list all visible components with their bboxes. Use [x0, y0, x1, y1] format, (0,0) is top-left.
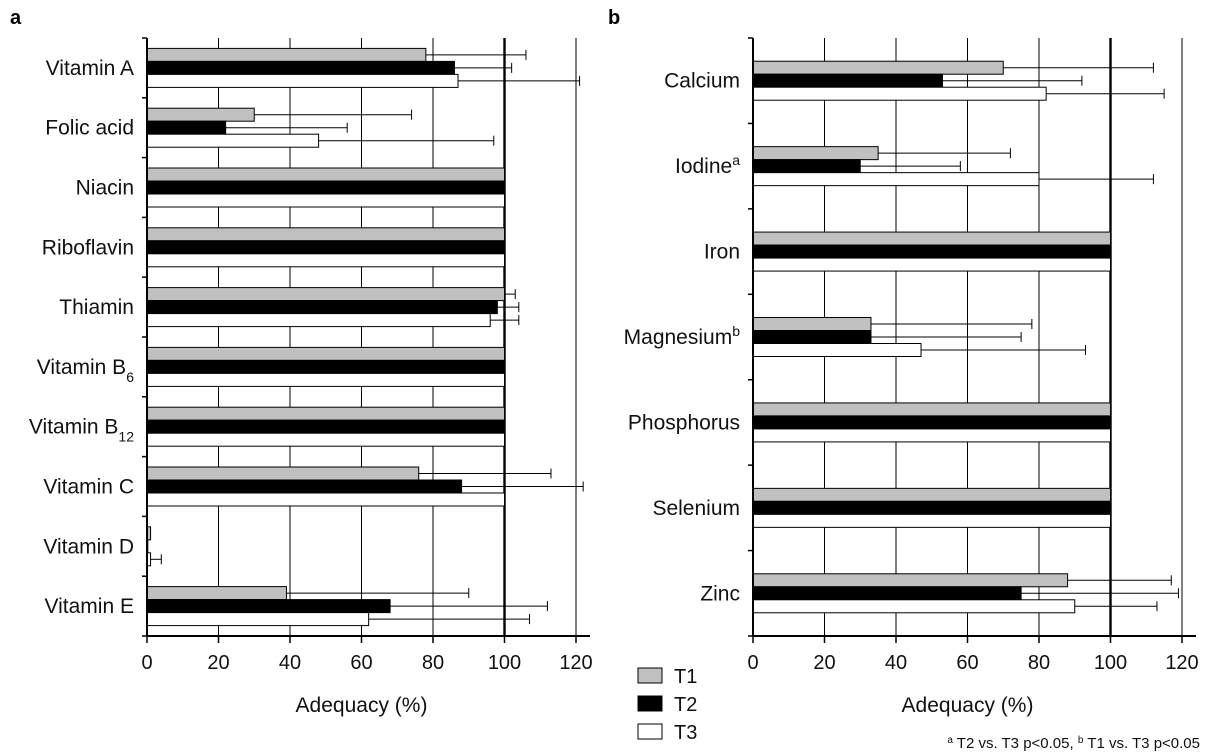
panel-a-chart: Vitamin A Folic acid Niacin Riboflavin Thiam… — [29, 37, 593, 717]
panel-b-bar-t3 — [752, 599, 1076, 614]
panel-a-category-label: Niacin — [76, 177, 134, 200]
panel-a-category-label: Vitamin B12 — [29, 416, 134, 445]
panel-a-x-tick-label: 40 — [279, 652, 301, 674]
panel-b-bar-t2 — [752, 586, 1022, 601]
panel-a-bar-t2 — [146, 120, 227, 135]
panel-a-bar-t1 — [146, 346, 505, 361]
panel-b-bar-t2 — [752, 244, 1111, 259]
panel-b-bar-t3 — [752, 257, 1111, 272]
panel-b-bar-t3 — [752, 343, 922, 357]
panel-a-x-tick-label: 100 — [488, 652, 521, 674]
panel-b-bar-t3 — [752, 172, 1040, 187]
footnote-text-a: T2 vs. T3 p<0.05, — [953, 735, 1078, 752]
panel-a-bar-t2 — [146, 359, 505, 374]
panel-a-bar-t1 — [146, 167, 505, 182]
panel-a-x-tick-label: 60 — [350, 652, 372, 674]
panel-a-bar-t1 — [146, 287, 505, 302]
panel-a-category-label: Thiamin — [59, 296, 134, 319]
panel-a-x-tick-label: 20 — [207, 652, 229, 674]
footnote-text-b: T1 vs. T3 p<0.05 — [1083, 735, 1200, 752]
panel-b-bar-t2 — [752, 415, 1111, 430]
panel-b-x-axis-title: Adequacy (%) — [902, 694, 1034, 717]
panel-b-bar-t2 — [752, 330, 872, 344]
footnote-mark-a: a — [947, 735, 953, 746]
panel-a-bar-t1 — [146, 466, 420, 481]
panel-a-bar-t1 — [146, 406, 505, 421]
panel-a-bar-t1 — [146, 227, 505, 242]
panel-letter-a: a — [10, 7, 22, 29]
panel-b-category-label: Phosphorus — [628, 411, 740, 434]
panel-b-bar-t2 — [752, 73, 943, 88]
panel-a-bar-t3 — [146, 193, 505, 208]
panel-a-bar-t2 — [146, 180, 505, 195]
legend-swatch-t1 — [637, 667, 663, 684]
panel-a-x-axis-title: Adequacy (%) — [296, 694, 428, 717]
panel-a-category-label: Vitamin D — [43, 535, 134, 558]
panel-b-category-label: Magnesiumb — [624, 323, 741, 349]
panel-a-bar-t3 — [146, 253, 505, 268]
panel-a-category-label: Vitamin B6 — [37, 356, 135, 385]
panel-b-category-label: Selenium — [652, 497, 740, 520]
panel-a-x-tick-label: 0 — [141, 652, 152, 674]
panel-a-bar-t1 — [146, 107, 255, 122]
panel-a-bar-t3 — [146, 133, 320, 148]
panel-b-category-label: Zinc — [700, 582, 740, 605]
panel-b-bar-t3 — [752, 513, 1111, 528]
panel-b-x-tick-label: 40 — [885, 652, 907, 674]
footnote: a T2 vs. T3 p<0.05, b T1 vs. T3 p<0.05 — [947, 735, 1200, 753]
panel-a-bar-t3 — [146, 372, 505, 387]
panel-a-bar-t3 — [146, 73, 459, 88]
panel-b-bar-t1 — [752, 317, 872, 331]
panel-b-x-tick-label: 60 — [956, 652, 978, 674]
panel-b-x-tick-label: 120 — [1165, 652, 1198, 674]
legend-label-t2: T2 — [674, 694, 697, 716]
panel-a-bar-t3 — [146, 432, 505, 447]
panel-b-category-label: Iodinea — [675, 152, 740, 178]
panel-a-bar-t3 — [146, 313, 491, 328]
panel-b-x-tick-label: 20 — [813, 652, 835, 674]
legend-label-t3: T3 — [674, 722, 697, 744]
legend-swatch-t3 — [637, 723, 663, 740]
panel-letter-b: b — [608, 7, 620, 29]
panel-a-bar-t2 — [146, 479, 463, 494]
legend-swatch-t2 — [637, 695, 663, 712]
panel-b-bar-t1 — [752, 487, 1111, 502]
panel-a-bar-t2 — [146, 419, 505, 434]
panel-b-chart: Calcium Iodinea Iron Magnesiumb Phosphorus Se… — [624, 37, 1199, 717]
panel-b-category-label: Calcium — [664, 70, 740, 93]
panel-a-bar-t2 — [146, 60, 455, 75]
panel-a-bar-t1 — [146, 586, 287, 601]
panel-a-x-tick-label: 120 — [559, 652, 592, 674]
panel-a-bar-t3 — [146, 612, 370, 627]
panel-b-x-tick-label: 0 — [747, 652, 758, 674]
panel-a-bar-t3 — [146, 492, 505, 507]
panel-b-bar-t2 — [752, 159, 861, 174]
legend-label-t1: T1 — [674, 666, 697, 688]
panel-b-bar-t3 — [752, 428, 1111, 443]
panel-a-bar-t2 — [146, 300, 498, 315]
panel-b-category-label: Iron — [704, 241, 740, 264]
panel-b-bar-t3 — [752, 86, 1047, 101]
panel-b-x-tick-label: 80 — [1028, 652, 1050, 674]
panel-a-x-tick-label: 80 — [422, 652, 444, 674]
panel-a-category-label: Vitamin E — [45, 595, 135, 618]
panel-b-x-tick-label: 100 — [1094, 652, 1127, 674]
panel-a-bar-t2 — [146, 599, 391, 614]
panel-b-bar-t1 — [752, 402, 1111, 417]
legend: T1 T2 T3 — [637, 666, 697, 744]
panel-a-bar-t2 — [146, 240, 505, 255]
panel-b-bar-t2 — [752, 500, 1111, 515]
panel-b-bar-t1 — [752, 60, 1004, 75]
panel-a-category-label: Vitamin A — [46, 57, 134, 80]
panel-b-bar-t1 — [752, 146, 879, 161]
panel-a-category-label: Vitamin C — [43, 476, 134, 499]
footnote-mark-b: b — [1078, 735, 1084, 746]
panel-a-category-label: Folic acid — [45, 117, 134, 140]
panel-b-bar-t1 — [752, 231, 1111, 246]
panel-b-bar-t1 — [752, 573, 1069, 588]
panel-a-bar-t1 — [146, 47, 427, 62]
panel-a-category-label: Riboflavin — [42, 236, 134, 259]
